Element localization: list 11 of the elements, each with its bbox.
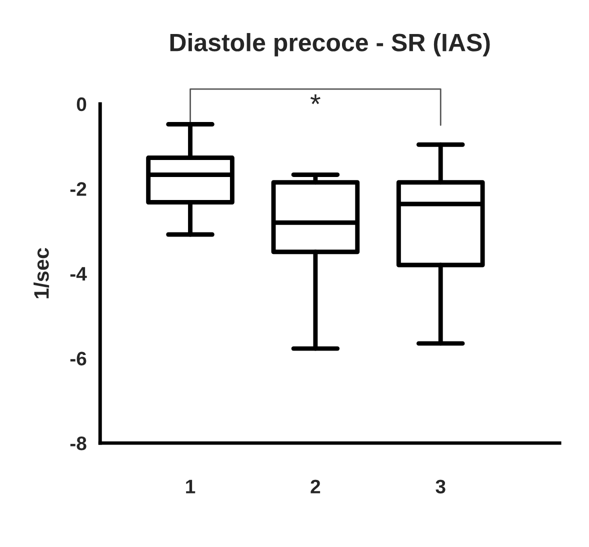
y-tick-label: -4	[70, 267, 87, 281]
annotation: *	[310, 94, 320, 104]
x-tick-label: 1	[186, 480, 196, 494]
y-tick-label: -8	[70, 436, 86, 450]
x-tick-label: 3	[436, 480, 446, 494]
y-tick-label: 0	[76, 97, 86, 112]
y-tick-label: -2	[70, 182, 86, 196]
x-tick-label: 2	[310, 480, 320, 494]
y-axis-title: 1/sec	[34, 248, 50, 298]
y-tick-label: -6	[70, 352, 86, 366]
chart-title: Diastole precoce - SR (IAS)	[170, 33, 490, 56]
